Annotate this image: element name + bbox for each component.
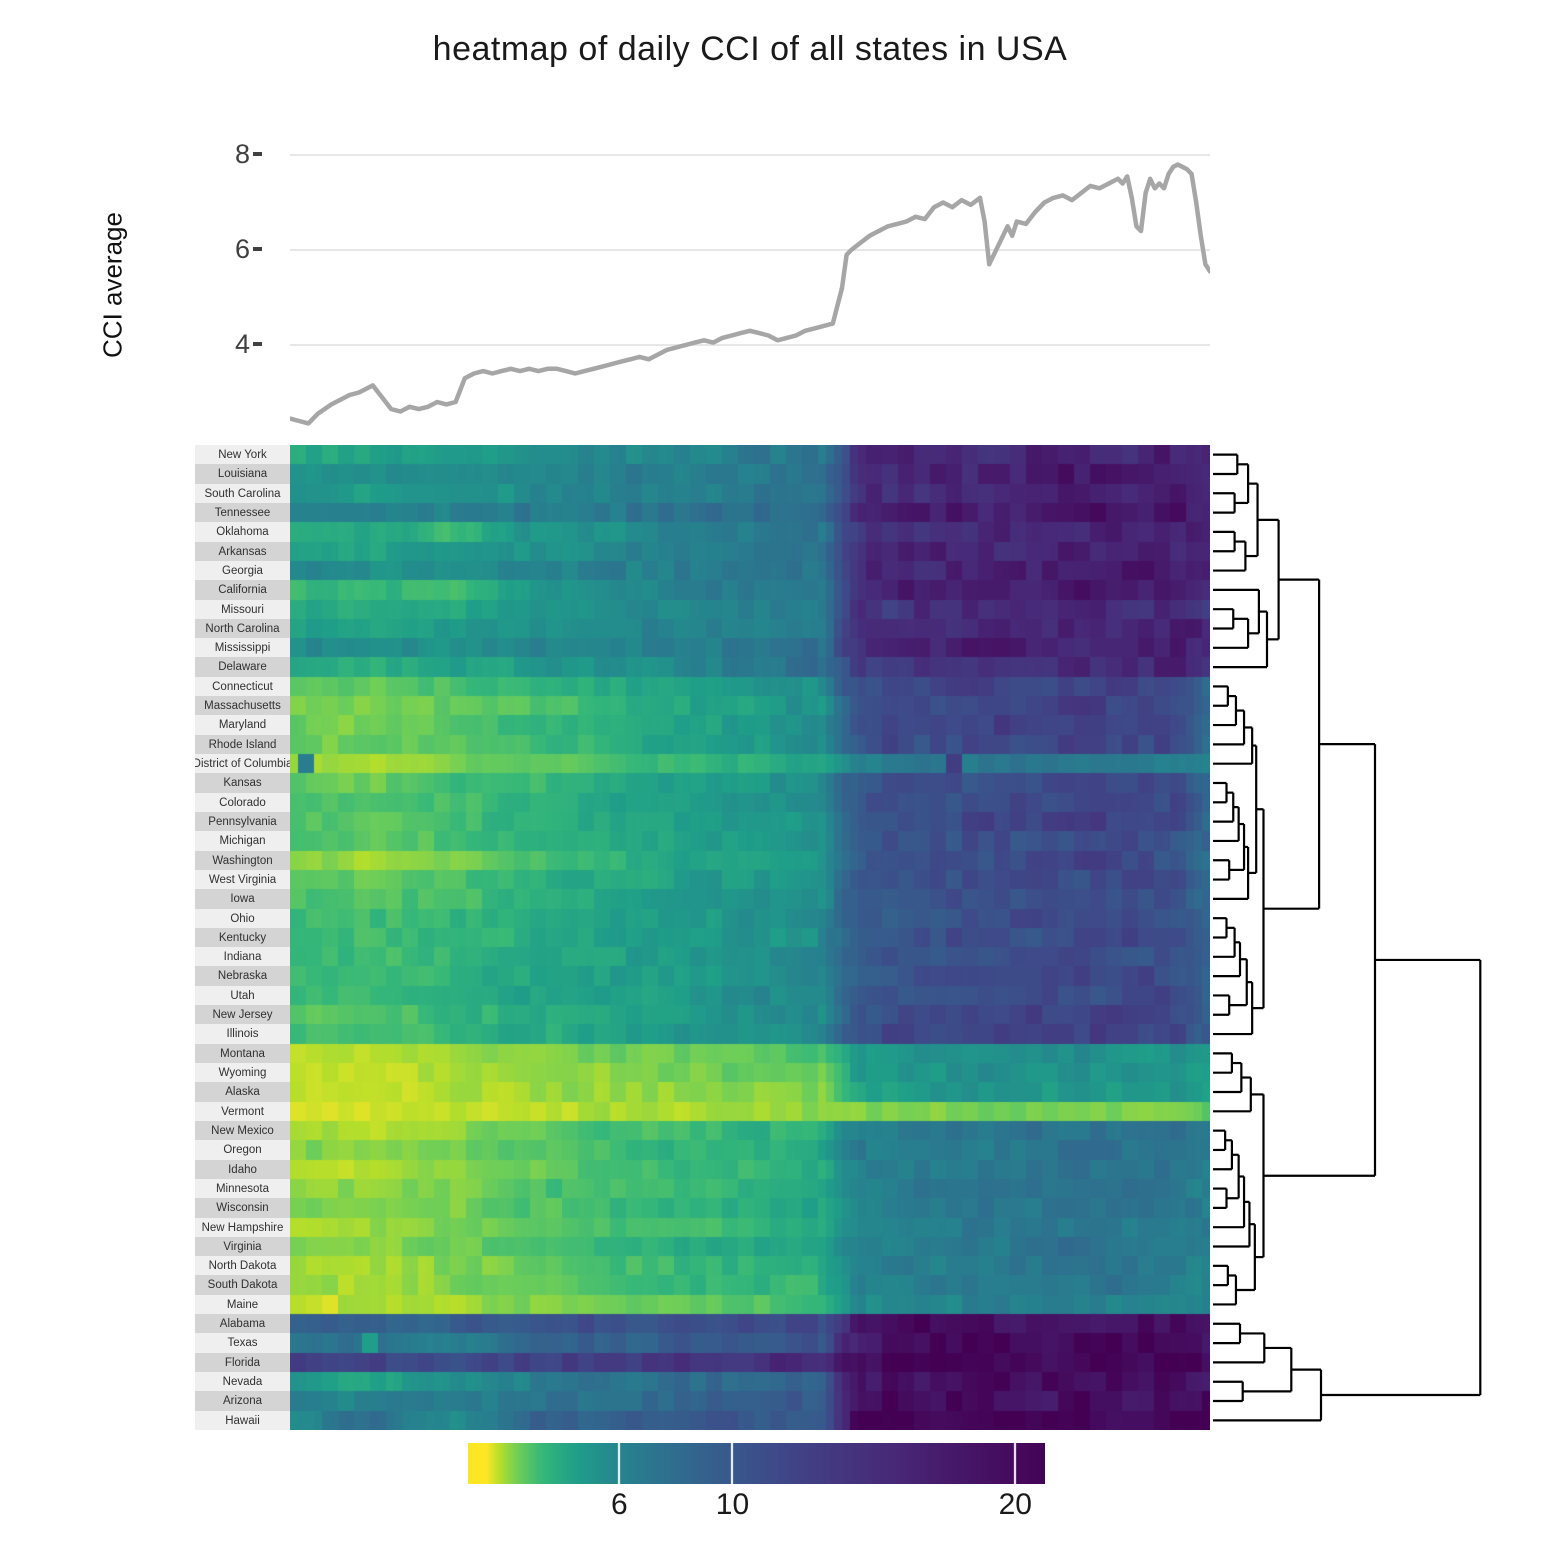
color-scale-legend-bar — [468, 1443, 1045, 1484]
y-tick-mark — [253, 341, 262, 346]
row-label-connecticut: Connecticut — [195, 677, 290, 696]
row-label-west-virginia: West Virginia — [195, 870, 290, 889]
linechart-y-axis-label: CCI average — [97, 212, 128, 358]
row-label-delaware: Delaware — [195, 657, 290, 677]
row-label-ohio: Ohio — [195, 909, 290, 928]
y-tick-label-4: 4 — [212, 329, 262, 360]
y-tick-text: 8 — [234, 139, 250, 169]
row-label-maryland: Maryland — [195, 715, 290, 735]
y-tick-mark — [253, 246, 262, 251]
row-label-new-mexico: New Mexico — [195, 1121, 290, 1140]
y-tick-mark — [253, 151, 262, 156]
cci-average-line-chart — [290, 154, 1210, 426]
row-label-arkansas: Arkansas — [195, 542, 290, 561]
row-label-hawaii: Hawaii — [195, 1411, 290, 1430]
y-tick-text: 4 — [234, 329, 250, 359]
row-label-kentucky: Kentucky — [195, 928, 290, 947]
row-label-wisconsin: Wisconsin — [195, 1198, 290, 1218]
row-label-idaho: Idaho — [195, 1160, 290, 1179]
row-label-iowa: Iowa — [195, 889, 290, 909]
row-label-washington: Washington — [195, 851, 290, 870]
row-label-montana: Montana — [195, 1044, 290, 1063]
row-label-indiana: Indiana — [195, 947, 290, 966]
row-label-louisiana: Louisiana — [195, 464, 290, 484]
legend-tick-label-20: 20 — [998, 1488, 1032, 1521]
y-tick-label-6: 6 — [212, 234, 262, 265]
legend-tick-label-6: 6 — [610, 1488, 628, 1521]
row-label-north-carolina: North Carolina — [195, 619, 290, 638]
row-label-michigan: Michigan — [195, 831, 290, 851]
page-title: heatmap of daily CCI of all states in US… — [432, 30, 1068, 68]
row-label-wyoming: Wyoming — [195, 1063, 290, 1082]
row-label-tennessee: Tennessee — [195, 503, 290, 522]
row-label-massachusetts: Massachusetts — [195, 696, 290, 715]
row-label-georgia: Georgia — [195, 561, 290, 580]
row-label-new-york: New York — [195, 445, 290, 464]
row-label-colorado: Colorado — [195, 793, 290, 812]
y-tick-label-8: 8 — [212, 139, 262, 170]
row-label-south-carolina: South Carolina — [195, 484, 290, 503]
row-label-district-of-columbia: District of Columbia — [195, 754, 290, 773]
row-label-california: California — [195, 580, 290, 600]
row-label-arizona: Arizona — [195, 1391, 290, 1411]
row-label-oklahoma: Oklahoma — [195, 522, 290, 542]
row-label-nevada: Nevada — [195, 1372, 290, 1391]
row-label-north-dakota: North Dakota — [195, 1256, 290, 1275]
heatmap-row-labels: New York Louisiana South Carolina Tennessee… — [195, 445, 290, 1430]
row-label-missouri: Missouri — [195, 600, 290, 619]
row-dendrogram — [1213, 453, 1482, 1422]
row-label-virginia: Virginia — [195, 1237, 290, 1256]
row-label-utah: Utah — [195, 986, 290, 1005]
cci-heatmap-canvas — [290, 445, 1210, 1430]
row-label-texas: Texas — [195, 1333, 290, 1353]
row-label-florida: Florida — [195, 1353, 290, 1372]
row-label-alabama: Alabama — [195, 1314, 290, 1333]
row-label-pennsylvania: Pennsylvania — [195, 812, 290, 831]
row-label-mississippi: Mississippi — [195, 638, 290, 657]
row-label-kansas: Kansas — [195, 773, 290, 793]
row-label-south-dakota: South Dakota — [195, 1275, 290, 1295]
y-tick-text: 6 — [234, 234, 250, 264]
row-label-rhode-island: Rhode Island — [195, 735, 290, 754]
row-label-maine: Maine — [195, 1295, 290, 1314]
row-label-vermont: Vermont — [195, 1102, 290, 1121]
row-label-alaska: Alaska — [195, 1082, 290, 1102]
row-label-new-hampshire: New Hampshire — [195, 1218, 290, 1237]
row-label-nebraska: Nebraska — [195, 966, 290, 986]
cci-average-line — [290, 162, 1210, 426]
row-label-new-jersey: New Jersey — [195, 1005, 290, 1024]
row-label-illinois: Illinois — [195, 1024, 290, 1044]
row-label-minnesota: Minnesota — [195, 1179, 290, 1198]
row-label-oregon: Oregon — [195, 1140, 290, 1160]
legend-tick-label-10: 10 — [715, 1488, 750, 1521]
